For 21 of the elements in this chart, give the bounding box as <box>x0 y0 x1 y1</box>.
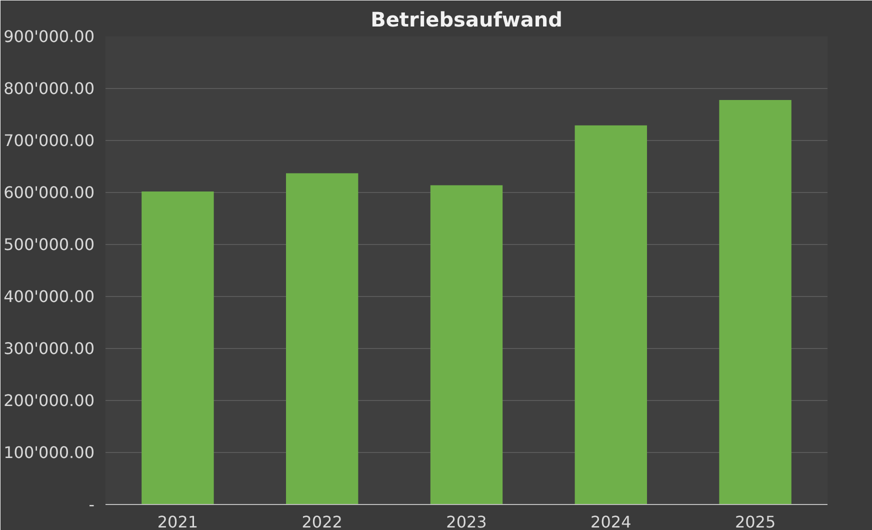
y-tick-label: 700'000.00 <box>4 131 94 150</box>
chart-title: Betriebsaufwand <box>370 8 562 32</box>
y-tick-label: 900'000.00 <box>4 27 94 46</box>
bar <box>430 185 503 504</box>
y-tick-label: 100'000.00 <box>4 443 94 462</box>
y-tick-label: 300'000.00 <box>4 339 94 358</box>
x-tick-label: 2021 <box>157 512 198 530</box>
x-tick-label: 2024 <box>590 512 632 530</box>
bar <box>286 173 358 504</box>
y-tick-label: 400'000.00 <box>4 287 94 306</box>
y-tick-label: 200'000.00 <box>4 391 94 410</box>
y-tick-label: 500'000.00 <box>4 235 94 254</box>
y-tick-label: 600'000.00 <box>4 183 94 202</box>
y-tick-label: - <box>88 495 95 514</box>
y-tick-label: 800'000.00 <box>4 79 94 98</box>
bar <box>142 191 214 504</box>
x-tick-label: 2023 <box>446 512 487 530</box>
x-tick-label: 2025 <box>734 512 776 530</box>
bar <box>574 125 647 504</box>
x-tick-label: 2022 <box>302 512 342 530</box>
bar <box>719 100 792 504</box>
